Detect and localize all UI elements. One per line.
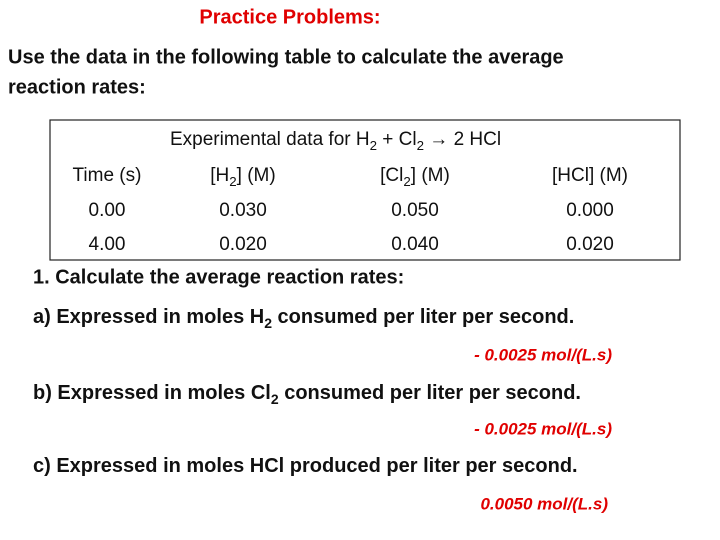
subscript: 2 (264, 315, 272, 331)
text-segment: b) Expressed in moles Cl (33, 382, 271, 404)
text-segment: ] (M) (237, 165, 276, 186)
table-cell: 4.00 (89, 234, 126, 255)
table-cell: 0.040 (391, 234, 439, 255)
intro-line: reaction rates: (8, 76, 146, 98)
answer: - 0.0025 mol/(L.s) (474, 345, 612, 364)
subscript: 2 (417, 138, 424, 153)
text-segment: [Cl (380, 165, 403, 186)
subscript: 2 (403, 174, 410, 189)
column-header: [HCl] (M) (552, 165, 628, 186)
text-segment: Experimental data for H (170, 129, 370, 150)
table-border (49, 119, 681, 261)
slide-title: Practice Problems: (199, 6, 380, 28)
text-segment: a) Expressed in moles H (33, 306, 264, 328)
text-segment: c) Expressed in moles HCl produced per l… (33, 455, 578, 477)
text-segment: [H (210, 165, 229, 186)
subscript: 2 (271, 391, 279, 407)
column-header: [Cl2] (M) (380, 165, 450, 189)
text-segment: [HCl] (M) (552, 165, 628, 186)
question: 1. Calculate the average reaction rates: (33, 266, 404, 288)
question-part: c) Expressed in moles HCl produced per l… (33, 455, 578, 477)
text-segment: Time (s) (73, 165, 142, 186)
text-segment: ] (M) (411, 165, 450, 186)
question-part: b) Expressed in moles Cl2 consumed per l… (33, 382, 581, 406)
column-header: Time (s) (73, 165, 142, 186)
table-cell: 0.030 (219, 200, 267, 221)
question-part: a) Expressed in moles H2 consumed per li… (33, 306, 574, 330)
text-segment: consumed per liter per second. (272, 306, 574, 328)
table-cell: 0.020 (566, 234, 614, 255)
text-segment: consumed per liter per second. (279, 382, 581, 404)
column-header: [H2] (M) (210, 165, 275, 189)
table-cell: 0.050 (391, 200, 439, 221)
text-segment: + Cl (377, 129, 417, 150)
answer: - 0.0025 mol/(L.s) (474, 419, 612, 438)
table-cell: 0.000 (566, 200, 614, 221)
subscript: 2 (229, 174, 236, 189)
intro-line: Use the data in the following table to c… (8, 46, 564, 68)
table-caption: Experimental data for H2 + Cl2 → 2 HCl (170, 129, 501, 153)
subscript: 2 (370, 138, 377, 153)
answer: 0.0050 mol/(L.s) (480, 494, 608, 513)
table-cell: 0.020 (219, 234, 267, 255)
table-cell: 0.00 (89, 200, 126, 221)
text-segment: → 2 HCl (424, 129, 501, 150)
